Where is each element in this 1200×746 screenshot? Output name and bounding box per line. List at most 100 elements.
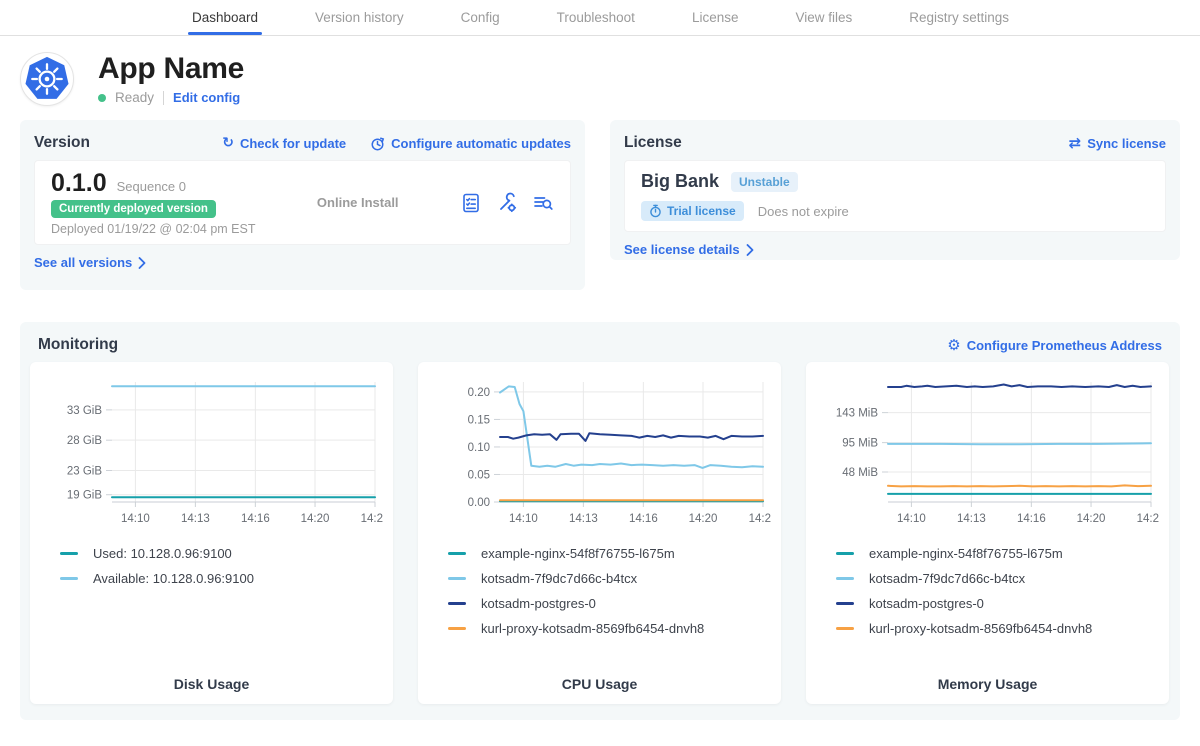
tab-registry-settings[interactable]: Registry settings [909,10,1010,25]
legend-dash-icon [448,627,466,630]
check-for-update-button[interactable]: ↻ Check for update [222,135,346,151]
tab-config[interactable]: Config [460,10,500,25]
x-tick-label: 14:23 [749,513,771,525]
y-tick-label: 19 GiB [67,490,102,502]
kubernetes-logo [25,56,69,99]
see-all-versions-label: See all versions [34,255,133,270]
deployed-badge: Currently deployed version [51,200,216,218]
chart-card-cpu-usage: 0.20 0.15 0.10 0.05 0.00 14:10 14:13 14:16 14:20… [418,362,781,704]
edit-config-link[interactable]: Edit config [173,90,241,105]
stopwatch-icon [650,204,661,218]
status-text: Ready [115,90,155,105]
y-tick-label: 0.05 [468,469,490,481]
y-tick-label: 28 GiB [67,435,102,447]
chart-title: CPU Usage [561,676,638,692]
top-nav: Dashboard Version history Config Troublesho… [0,0,1200,36]
legend-item: kurl-proxy-kotsadm-8569fb6454-dnvh8 [836,621,1159,636]
legend: Used: 10.128.0.96:9100 Available: 10.128.… [40,540,383,676]
configure-prometheus-label: Configure Prometheus Address [966,337,1162,353]
x-tick-label: 14:10 [121,513,150,525]
chevron-right-icon [746,243,754,256]
chevron-right-icon [138,256,146,269]
x-tick-label: 14:16 [1017,513,1046,525]
y-tick-label: 0.10 [468,442,490,454]
status-dot [98,93,106,102]
legend-item: Used: 10.128.0.96:9100 [60,546,383,561]
current-version-row: 0.1.0 Sequence 0 Currently deployed vers… [34,160,571,245]
legend-label: kotsadm-postgres-0 [869,596,984,611]
legend-dash-icon [836,577,854,580]
license-type-label: Trial license [667,204,736,218]
legend-label: kotsadm-7f9dc7d66c-b4tcx [481,571,638,586]
legend: example-nginx-54f8f76755-l675m kotsadm-7f… [816,540,1159,676]
check-update-label: Check for update [239,135,347,151]
gear-icon: ⚙ [947,336,961,354]
y-tick-label: 48 MiB [842,467,878,479]
legend-item: Available: 10.128.0.96:9100 [60,571,383,586]
checklist-icon[interactable] [460,192,482,214]
tab-view-files[interactable]: View files [795,10,853,25]
install-type: Online Install [316,195,399,210]
tab-license[interactable]: License [691,10,739,25]
see-license-details-link[interactable]: See license details [624,242,754,257]
legend-dash-icon [60,577,78,580]
see-license-details-label: See license details [624,242,740,257]
tab-dashboard[interactable]: Dashboard [187,0,263,35]
see-all-versions-link[interactable]: See all versions [34,255,146,270]
legend-item: kurl-proxy-kotsadm-8569fb6454-dnvh8 [448,621,771,636]
series-line-kotsadm-7f9dc7d66c-b4tcx [499,385,764,469]
x-tick-label: 14:23 [1137,513,1159,525]
legend-label: kurl-proxy-kotsadm-8569fb6454-dnvh8 [481,621,705,636]
x-tick-label: 14:20 [689,513,718,525]
legend-item: example-nginx-54f8f76755-l675m [448,546,771,561]
app-header: App Name Ready Edit config [0,36,1200,120]
divider [163,90,165,105]
license-card-title: License [624,134,682,151]
cpu-usage-plot: 0.20 0.15 0.10 0.05 0.00 14:10 14:13 14:16 14:20… [468,382,771,525]
legend-item: example-nginx-54f8f76755-l675m [836,546,1159,561]
auto-update-icon [371,137,385,150]
y-tick-label: 23 GiB [67,465,102,477]
x-tick-label: 14:13 [957,513,986,525]
legend-item: kotsadm-postgres-0 [836,596,1159,611]
sync-icon: ⇄ [1068,134,1082,152]
legend-dash-icon [448,577,466,580]
license-type-badge: Trial license [641,201,744,221]
version-card-title: Version [34,134,90,151]
x-tick-label: 14:13 [181,513,210,525]
tab-version-history[interactable]: Version history [315,10,404,25]
series-line-kotsadm-7f9dc7d66c-b4tcx [887,442,1152,446]
configure-prometheus-button[interactable]: ⚙ Configure Prometheus Address [947,336,1162,354]
legend-item: kotsadm-7f9dc7d66c-b4tcx [448,571,771,586]
y-tick-label: 95 MiB [842,438,878,450]
check-update-icon: ↻ [222,135,234,151]
memory-usage-plot: 143 MiB 95 MiB 48 MiB 14:10 14:13 14:16 14:20 1… [836,382,1159,525]
legend-dash-icon [448,602,466,605]
channel-badge: Unstable [731,171,798,192]
logs-icon[interactable] [532,192,554,214]
config-tools-icon[interactable] [496,192,518,214]
configure-auto-updates-button[interactable]: Configure automatic updates [370,135,571,151]
sync-license-button[interactable]: ⇄ Sync license [1069,134,1166,152]
x-tick-label: 14:20 [301,513,330,525]
disk-usage-plot: 33 GiB 28 GiB 23 GiB 19 GiB 14:10 14:13 14:16 1… [67,382,383,525]
license-summary-row: Big Bank Unstable Trial license Does not… [624,160,1166,232]
license-card: License ⇄ Sync license Big Bank Unstable… [610,120,1180,260]
legend-dash-icon [448,552,466,555]
series-line-kurl-proxy-kotsadm-8569fb6454-dnvh8 [887,484,1152,488]
tab-troubleshoot[interactable]: Troubleshoot [556,10,635,25]
deployed-timestamp: Deployed 01/19/22 @ 02:04 pm EST [51,222,256,236]
monitoring-section: Monitoring ⚙ Configure Prometheus Addres… [20,322,1180,720]
series-line-kotsadm-postgres-0 [887,383,1152,388]
configure-auto-label: Configure automatic updates [391,135,571,151]
version-sequence: Sequence 0 [116,179,187,194]
app-icon [20,52,74,106]
legend-label: example-nginx-54f8f76755-l675m [869,546,1063,561]
summary-cards: Version ↻ Check for update Configure aut… [0,120,1200,290]
y-tick-label: 0.00 [468,497,490,509]
x-tick-label: 14:23 [361,513,383,525]
legend-label: Used: 10.128.0.96:9100 [93,546,232,561]
legend-dash-icon [836,552,854,555]
legend-label: Available: 10.128.0.96:9100 [93,571,254,586]
legend-dash-icon [836,627,854,630]
